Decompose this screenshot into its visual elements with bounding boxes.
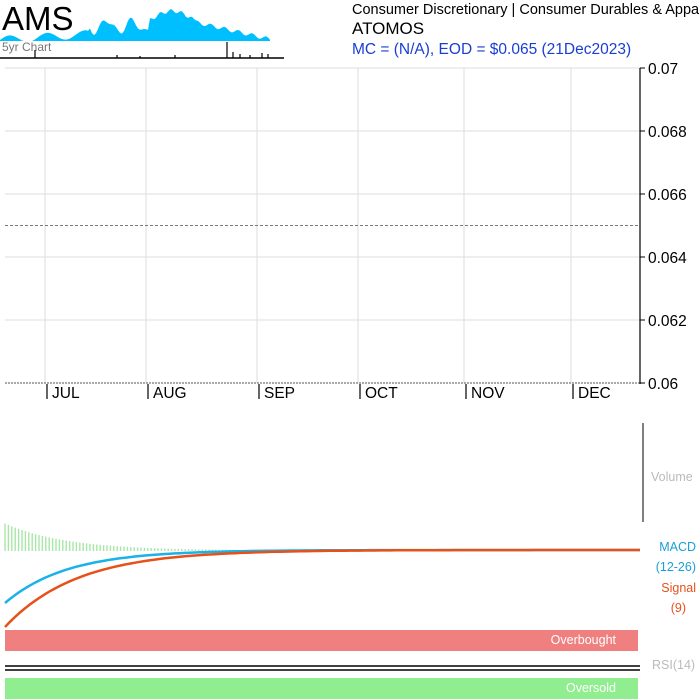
month-label: OCT	[365, 385, 398, 402]
signal-params-label: (9)	[671, 601, 686, 615]
price-panel: 0.06 0.062 0.064 0.066 0.068 0.07 JUL AUG SEP OC…	[5, 61, 687, 402]
rsi-label: RSI(14)	[652, 658, 695, 672]
macd-panel: MACD (12-26) Signal (9)	[4, 523, 696, 628]
price-y-tick-label: 0.06	[648, 376, 678, 393]
overbought-band	[5, 630, 638, 651]
oversold-label: Oversold	[566, 681, 616, 695]
sector-industry-line: Consumer Discretionary | Consumer Durabl…	[352, 2, 700, 18]
market-cap-eod-line: MC = (N/A), EOD = $0.065 (21Dec2023)	[352, 41, 631, 58]
price-month-labels: JUL AUG SEP OCT NOV DEC	[46, 384, 611, 402]
macd-label: MACD	[659, 540, 696, 554]
thumbnail-chart[interactable]: 5yr Chart AMS	[0, 0, 285, 60]
price-y-ticks: 0.06 0.062 0.064 0.066 0.068 0.07	[640, 61, 687, 393]
price-y-tick-label: 0.07	[648, 61, 678, 78]
thumbnail-volume-spikes	[34, 42, 269, 58]
month-label: AUG	[153, 385, 187, 402]
ticker-symbol: AMS	[2, 0, 74, 37]
month-label: NOV	[471, 385, 505, 402]
signal-line	[4, 548, 640, 628]
month-label: DEC	[578, 385, 611, 402]
signal-label: Signal	[661, 581, 696, 595]
thumbnail-caption: 5yr Chart	[2, 40, 52, 54]
price-y-tick-label: 0.068	[648, 124, 687, 141]
price-y-tick-label: 0.062	[648, 313, 687, 330]
rsi-panel: Overbought RSI(14) Oversold	[5, 630, 695, 699]
macd-line	[4, 548, 640, 604]
oversold-band	[5, 678, 638, 699]
thumbnail-area	[0, 9, 270, 41]
month-label: JUL	[52, 385, 80, 402]
month-label: SEP	[264, 385, 295, 402]
price-y-tick-label: 0.064	[648, 250, 687, 267]
macd-histogram	[4, 523, 241, 551]
price-y-tick-label: 0.066	[648, 187, 687, 204]
overbought-label: Overbought	[551, 633, 617, 647]
company-name: ATOMOS	[352, 19, 424, 38]
volume-label: Volume	[651, 470, 693, 484]
macd-params-label: (12-26)	[656, 560, 696, 574]
